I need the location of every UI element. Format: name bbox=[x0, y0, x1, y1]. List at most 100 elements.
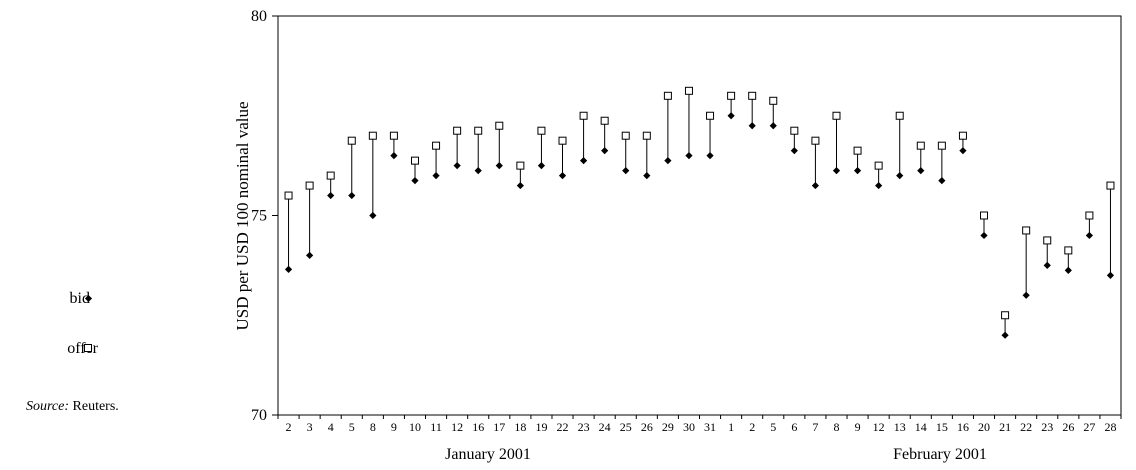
offer-point bbox=[916, 141, 925, 150]
offer-point bbox=[706, 111, 715, 120]
x-tick-label: 12 bbox=[873, 420, 885, 434]
bid-point bbox=[1043, 261, 1051, 269]
bid-point bbox=[453, 162, 461, 170]
x-tick-label: 29 bbox=[662, 420, 674, 434]
x-tick-label: 2 bbox=[286, 420, 292, 434]
offer-point bbox=[432, 141, 441, 150]
bid-point bbox=[1085, 231, 1093, 240]
x-tick-label: 9 bbox=[391, 420, 397, 434]
x-tick-label: 22 bbox=[1020, 420, 1032, 434]
bid-point bbox=[1001, 331, 1009, 339]
y-axis: 70 75 80 bbox=[251, 8, 278, 424]
bid-point bbox=[579, 157, 588, 165]
bid-point bbox=[980, 231, 988, 240]
bid-point bbox=[495, 162, 503, 170]
x-tick-label: 25 bbox=[620, 420, 632, 434]
offer-point bbox=[1022, 226, 1031, 235]
x-tick-label: 26 bbox=[1062, 420, 1074, 434]
bid-point bbox=[348, 191, 356, 200]
offer-point bbox=[453, 126, 462, 135]
bid-point bbox=[537, 162, 546, 170]
x-tick-label: 4 bbox=[328, 420, 334, 434]
legend-offer-marker bbox=[84, 344, 92, 352]
x-tick-label: 2 bbox=[749, 420, 755, 434]
offer-point bbox=[410, 156, 419, 165]
x-tick-label: 28 bbox=[1104, 420, 1116, 434]
bid-point bbox=[1022, 291, 1030, 299]
bid-point bbox=[643, 172, 651, 180]
offer-point bbox=[895, 111, 904, 120]
offer-series bbox=[284, 86, 1115, 320]
bid-point bbox=[748, 122, 756, 130]
x-tick-label: 6 bbox=[791, 420, 797, 434]
bid-point bbox=[917, 167, 925, 175]
bid-point bbox=[306, 251, 314, 259]
bid-point bbox=[875, 181, 883, 190]
y-axis-label: USD per USD 100 nominal value bbox=[233, 101, 252, 330]
bid-point bbox=[369, 211, 377, 220]
bid-point bbox=[664, 157, 672, 165]
bid-point bbox=[959, 147, 967, 155]
x-tick-label: 24 bbox=[599, 420, 611, 434]
offer-point bbox=[748, 91, 757, 100]
x-tick-label: 19 bbox=[535, 420, 547, 434]
x-group-label-january: January 2001 bbox=[445, 446, 531, 463]
x-tick-label: 7 bbox=[812, 420, 818, 434]
offer-point bbox=[1001, 311, 1010, 320]
offer-point bbox=[305, 181, 314, 190]
x-tick-label: 14 bbox=[915, 420, 927, 434]
offer-point bbox=[368, 131, 377, 140]
offer-point bbox=[853, 146, 862, 155]
x-tick-label: 16 bbox=[472, 420, 484, 434]
offer-point bbox=[1085, 211, 1094, 220]
offer-point bbox=[980, 211, 989, 220]
x-tick-label: 23 bbox=[1041, 420, 1053, 434]
offer-point bbox=[958, 131, 967, 140]
bid-point bbox=[938, 176, 946, 185]
offer-point bbox=[832, 111, 841, 120]
bid-point bbox=[1064, 266, 1072, 274]
source-label: Source: bbox=[26, 399, 70, 414]
bid-point bbox=[558, 172, 567, 180]
offer-point bbox=[558, 136, 567, 145]
bid-point bbox=[432, 172, 440, 180]
offer-point bbox=[874, 161, 883, 170]
x-tick-label: 8 bbox=[833, 420, 839, 434]
offer-point bbox=[600, 116, 609, 125]
bid-point bbox=[769, 122, 777, 130]
x-tick-label: 10 bbox=[409, 420, 421, 434]
x-tick-label: 11 bbox=[430, 420, 442, 434]
offer-point bbox=[1064, 246, 1073, 255]
x-tick-label: 13 bbox=[894, 420, 906, 434]
offer-point bbox=[684, 86, 693, 95]
x-tick-label: 30 bbox=[683, 420, 695, 434]
offer-point bbox=[389, 131, 398, 140]
x-tick-label: 31 bbox=[704, 420, 716, 434]
source-text: Reuters. bbox=[72, 399, 119, 414]
x-tick-label: 15 bbox=[936, 420, 948, 434]
legend-offer: offer bbox=[0, 339, 120, 359]
bid-point bbox=[853, 167, 862, 175]
offer-point bbox=[663, 91, 672, 100]
bid-point bbox=[727, 112, 735, 120]
bid-point bbox=[622, 167, 630, 175]
offer-point bbox=[790, 126, 799, 135]
offer-point bbox=[326, 171, 335, 180]
legend-bid-label: bid bbox=[69, 290, 90, 307]
offer-point bbox=[495, 121, 504, 130]
bid-point bbox=[516, 181, 524, 190]
bid-point bbox=[706, 152, 714, 160]
legend-offer-label: offer bbox=[67, 340, 98, 357]
x-tick-label: 27 bbox=[1083, 420, 1095, 434]
plot-frame bbox=[277, 15, 1122, 416]
offer-point bbox=[579, 111, 588, 120]
x-group-label-february: February 2001 bbox=[893, 446, 987, 463]
x-tick-label: 3 bbox=[307, 420, 313, 434]
x-tick-label: 18 bbox=[514, 420, 526, 434]
bid-series bbox=[284, 112, 1115, 339]
x-tick-label: 16 bbox=[957, 420, 969, 434]
x-tick-label: 5 bbox=[349, 420, 355, 434]
bid-point bbox=[411, 176, 419, 185]
y-tick-label: 75 bbox=[251, 208, 267, 225]
